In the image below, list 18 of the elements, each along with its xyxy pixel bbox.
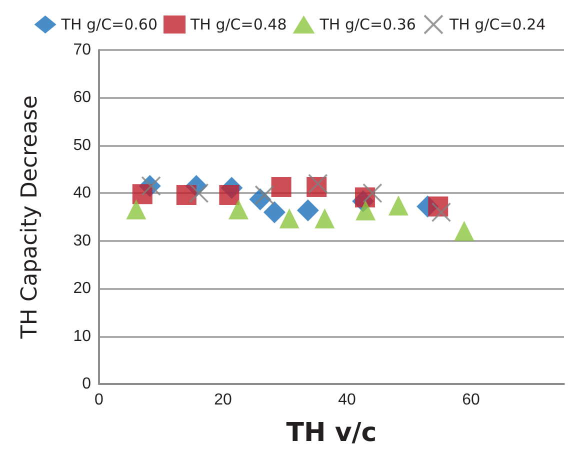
x-tick-label: 20 bbox=[214, 392, 232, 408]
legend-label: TH g/C=0.24 bbox=[448, 16, 546, 34]
y-tick-label: 20 bbox=[73, 280, 92, 298]
y-tick-label: 30 bbox=[73, 232, 92, 250]
x-tick-label: 40 bbox=[338, 392, 356, 408]
legend-label: TH g/C=0.48 bbox=[190, 16, 287, 34]
x-axis-title: TH v/c bbox=[286, 418, 377, 448]
y-tick-label: 60 bbox=[73, 89, 92, 106]
x-tick-label: 0 bbox=[94, 392, 104, 408]
y-tick-label: 40 bbox=[73, 184, 92, 202]
x-tick-label: 60 bbox=[462, 392, 480, 408]
y-tick-label: 10 bbox=[73, 328, 92, 345]
legend-label: TH g/C=0.60 bbox=[60, 16, 158, 34]
y-tick-label: 70 bbox=[73, 42, 92, 58]
y-axis-title: TH Capacity Decrease bbox=[18, 95, 42, 340]
y-tick-label: 50 bbox=[73, 136, 92, 154]
legend-label: TH g/C=0.36 bbox=[318, 16, 416, 34]
y-tick-label: 0 bbox=[82, 376, 92, 392]
